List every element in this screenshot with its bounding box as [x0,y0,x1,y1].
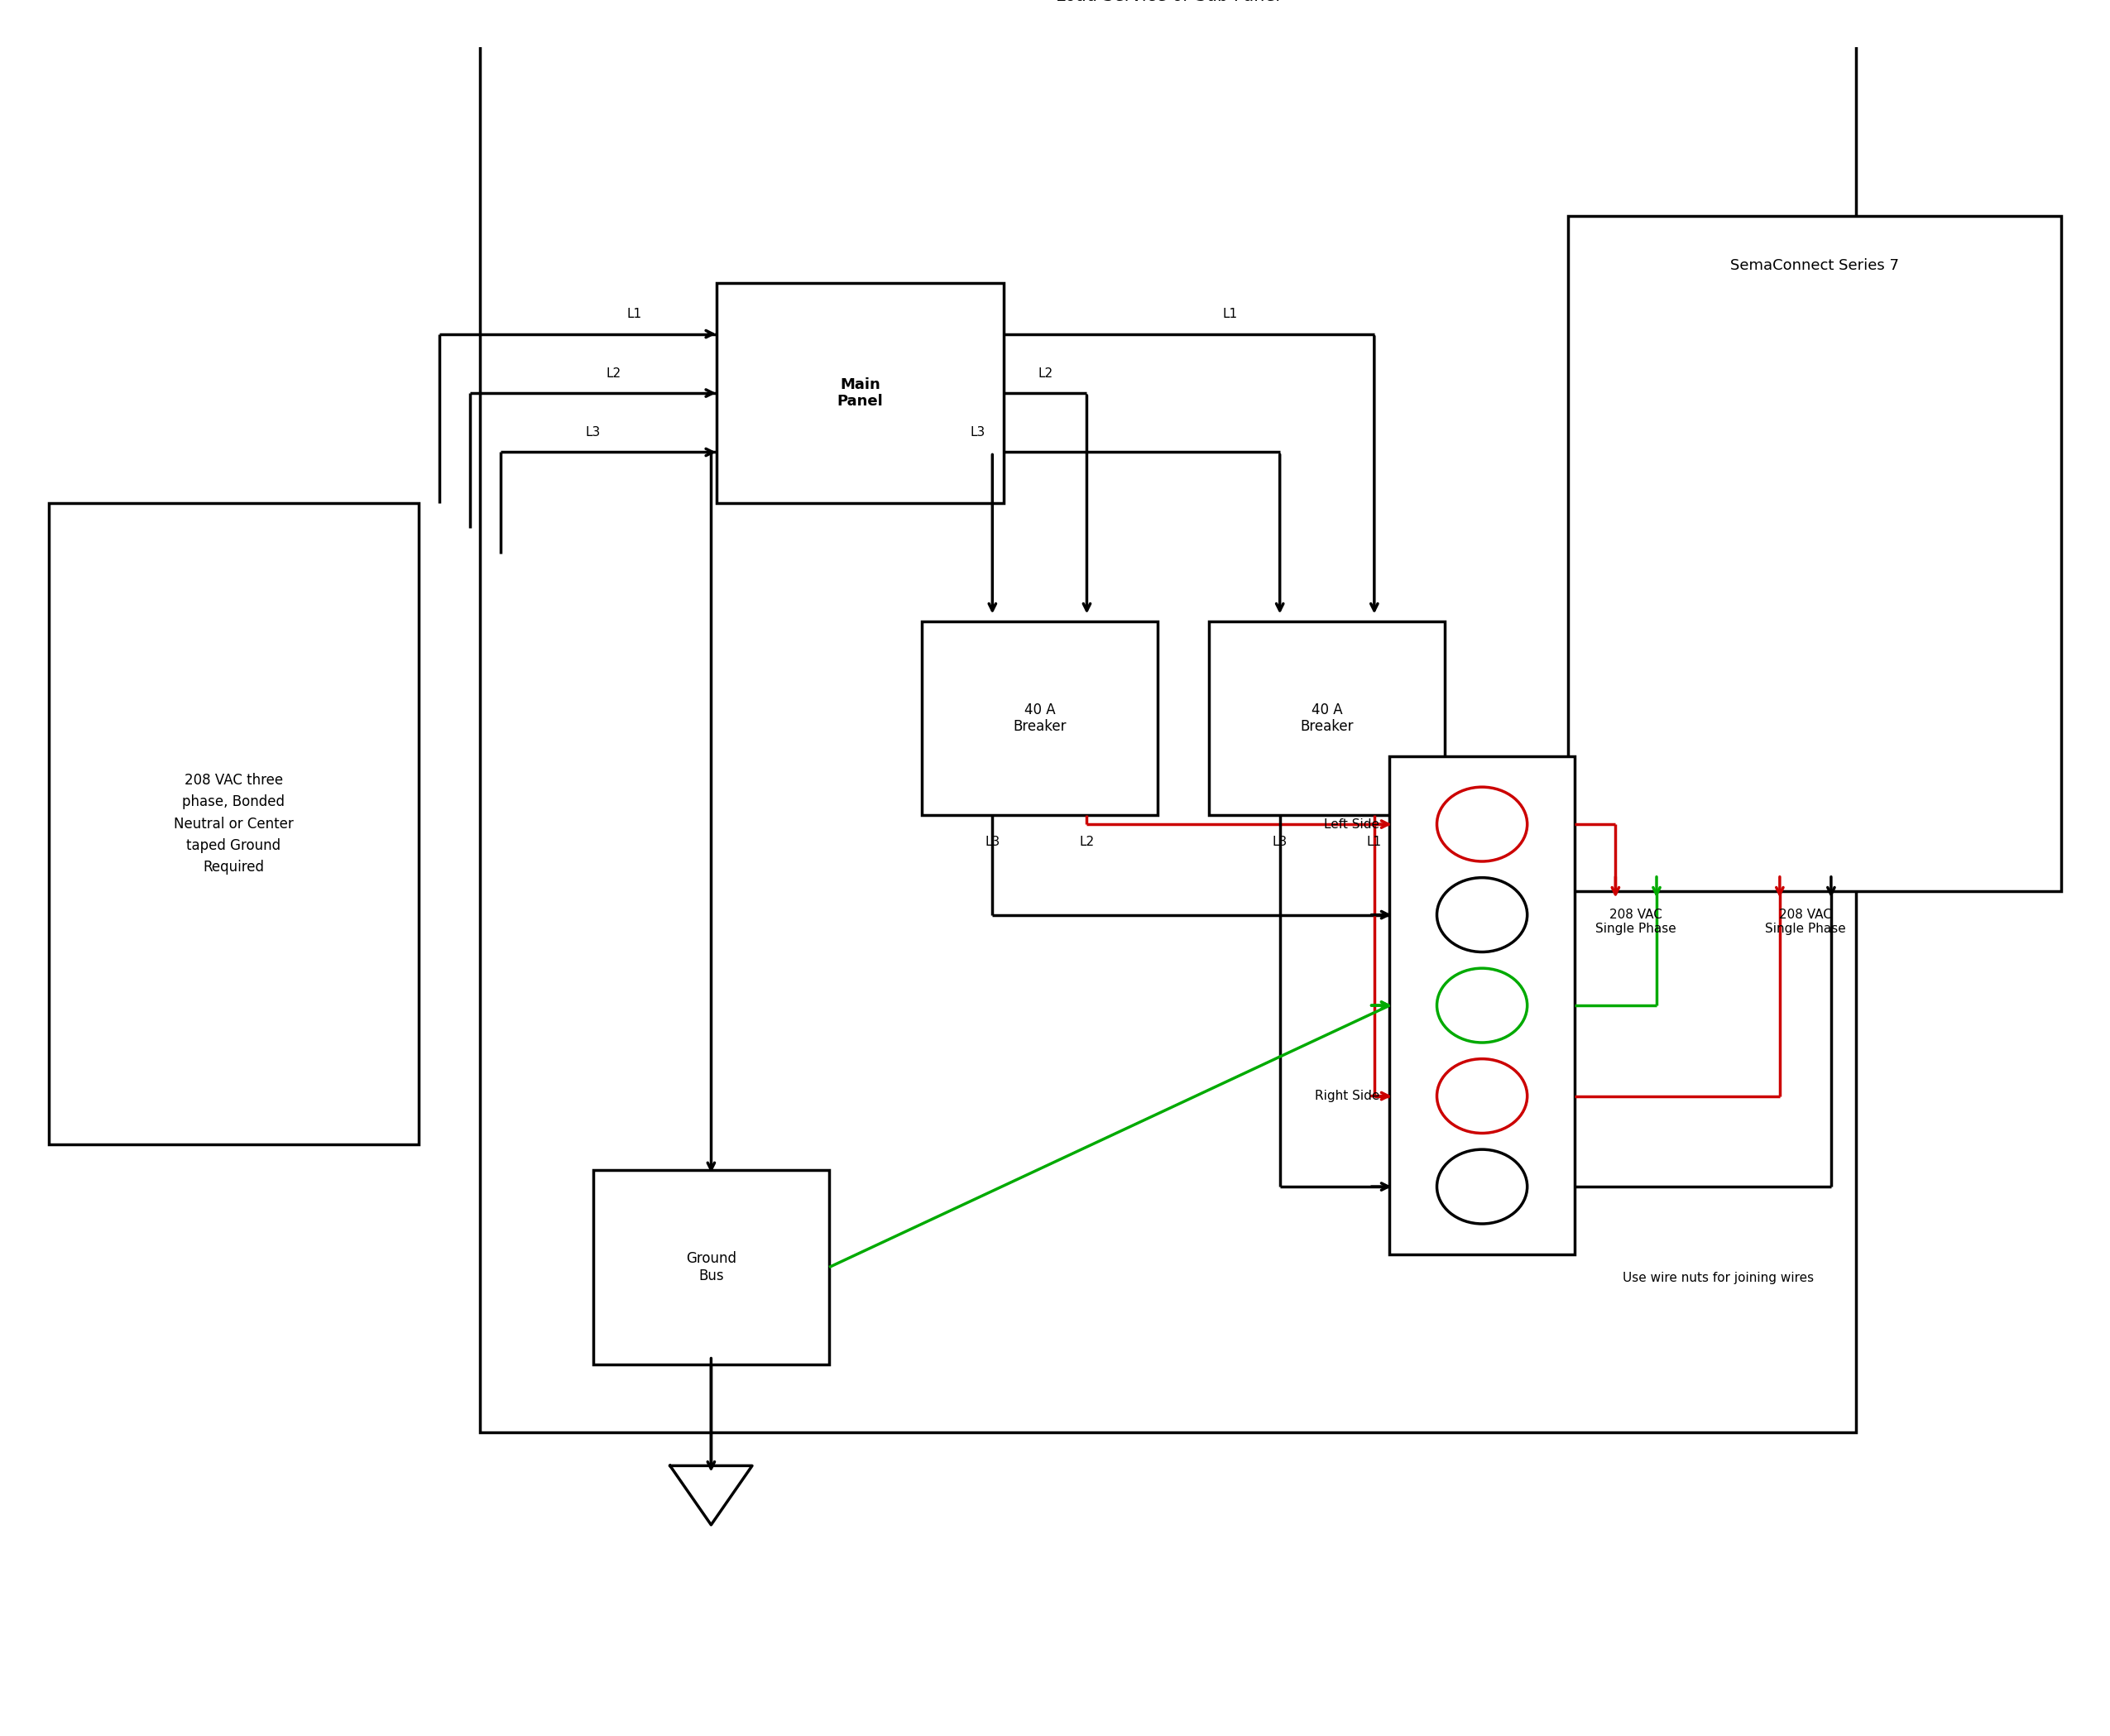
Bar [715,283,1004,503]
Text: 208 VAC
Single Phase: 208 VAC Single Phase [1595,908,1677,936]
Circle shape [1437,1149,1528,1224]
Text: L1: L1 [627,307,641,321]
Text: 40 A
Breaker: 40 A Breaker [1300,701,1355,734]
Circle shape [1437,878,1528,951]
Text: 40 A
Breaker: 40 A Breaker [1013,701,1066,734]
Text: L1: L1 [1222,307,1239,321]
Circle shape [1437,1059,1528,1134]
Circle shape [1437,786,1528,861]
Bar [1209,621,1445,816]
Text: Right Side: Right Side [1315,1090,1380,1102]
Text: Ground
Bus: Ground Bus [686,1252,736,1283]
Text: L1: L1 [1367,835,1382,849]
Bar [1390,757,1574,1255]
Bar [49,503,418,1144]
Text: 208 VAC three
phase, Bonded
Neutral or Center
taped Ground
Required: 208 VAC three phase, Bonded Neutral or C… [173,773,293,875]
Text: L2: L2 [606,366,620,380]
Text: L3: L3 [971,427,985,439]
Text: Main
Panel: Main Panel [838,377,882,410]
Bar [1568,215,2061,891]
Circle shape [1437,969,1528,1043]
Text: Left Side: Left Side [1323,818,1380,830]
Bar [922,621,1158,816]
Text: L3: L3 [985,835,1000,849]
Text: L2: L2 [1038,366,1053,380]
Bar [593,1170,829,1364]
Text: 208 VAC
Single Phase: 208 VAC Single Phase [1764,908,1846,936]
Text: L3: L3 [584,427,601,439]
Text: Use wire nuts for joining wires: Use wire nuts for joining wires [1623,1271,1815,1285]
Text: L2: L2 [1080,835,1095,849]
Bar [481,0,1855,1432]
Text: L3: L3 [1272,835,1287,849]
Text: Load Service or Sub Panel: Load Service or Sub Panel [1055,0,1281,3]
Text: SemaConnect Series 7: SemaConnect Series 7 [1730,259,1899,273]
